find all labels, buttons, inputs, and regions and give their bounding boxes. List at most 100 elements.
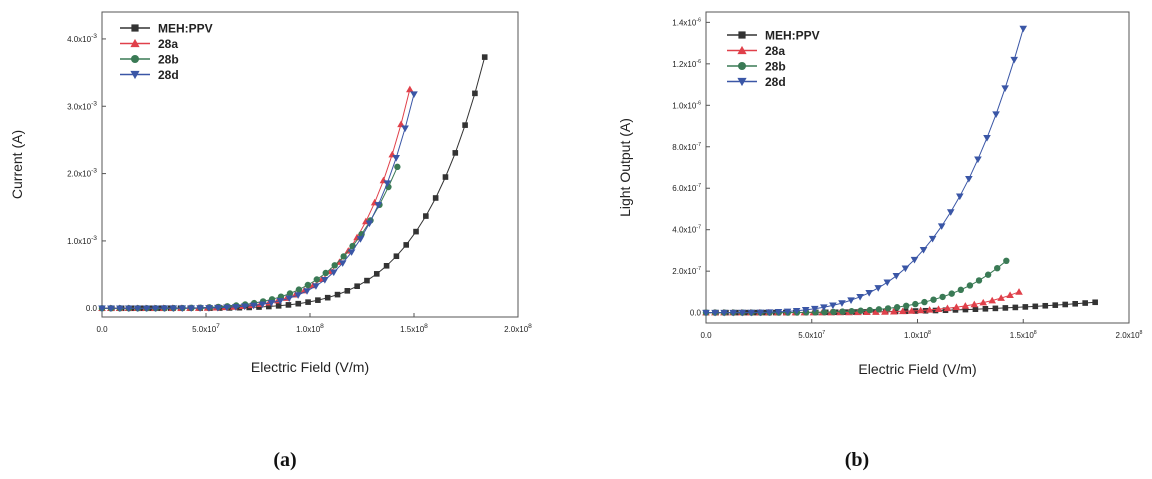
legend-label: 28d: [158, 68, 179, 82]
data-point: [830, 308, 837, 316]
x-tick-label: 1.0x108: [904, 330, 931, 340]
data-point: [442, 174, 449, 180]
data-point: [810, 305, 819, 313]
data-point: [994, 264, 1001, 272]
data-point: [756, 309, 765, 317]
data-point: [423, 213, 429, 219]
x-tick-exponent: 7: [216, 323, 220, 330]
data-point: [881, 308, 889, 315]
data-point: [863, 308, 871, 316]
data-point: [792, 307, 801, 315]
y-tick-label: 8.0x10-7: [672, 142, 701, 152]
data-point: [972, 306, 979, 312]
y-tick-exponent: -7: [696, 183, 701, 189]
data-point: [907, 307, 916, 314]
data-point: [432, 195, 439, 201]
data-point: [952, 303, 961, 310]
data-point: [349, 242, 356, 250]
data-point: [1082, 300, 1088, 306]
y-tick-label: 6.0x10-7: [672, 183, 701, 193]
data-point: [394, 163, 401, 171]
legend-marker: [131, 24, 139, 32]
legend-label: MEH:PPV: [158, 22, 213, 36]
legend-label: 28a: [765, 44, 785, 58]
data-point: [406, 85, 414, 93]
x-tick-label: 2.0x108: [1116, 330, 1143, 340]
y-tick-exponent: -3: [91, 100, 97, 107]
y-tick-exponent: -3: [91, 168, 97, 175]
data-point: [1006, 291, 1014, 299]
series-28a: [98, 85, 414, 312]
data-point: [1092, 299, 1098, 306]
data-point: [344, 288, 351, 294]
y-tick-label: 4.0x10-7: [672, 225, 701, 235]
legend-label: MEH:PPV: [765, 29, 820, 43]
data-point: [903, 302, 910, 310]
chart-panel-b: 0.0 5.0x107 1.0x108 1.5x108 2.0x108 0.0 2.0x10…: [617, 11, 1143, 471]
legend-label: 28d: [765, 75, 786, 89]
data-point: [374, 202, 383, 209]
data-point: [373, 271, 380, 277]
x-tick-exponent: 8: [424, 323, 428, 330]
data-point: [979, 298, 988, 306]
chart-panel-a: 0.0 5.0x107 1.0x108 1.5x108 2.0x108 0.0 1.0x10…: [9, 11, 532, 471]
data-point: [720, 309, 728, 317]
data-point: [812, 309, 819, 316]
data-point: [946, 209, 955, 216]
data-point: [223, 304, 231, 312]
data-point: [962, 306, 969, 313]
data-point: [294, 292, 302, 299]
data-point: [847, 297, 855, 305]
legend-item: 28a: [727, 44, 785, 58]
legend-item: 28b: [120, 53, 179, 67]
data-point: [98, 305, 106, 313]
series-line: [102, 166, 398, 309]
x-tick-label: 0.0: [96, 325, 108, 334]
data-point: [932, 307, 939, 314]
x-tick-exponent: 8: [1140, 330, 1143, 336]
data-point: [829, 302, 837, 310]
data-point: [303, 288, 311, 295]
data-point: [249, 302, 258, 310]
y-tick-label: 0.0: [690, 309, 702, 318]
data-point: [957, 286, 965, 294]
data-point: [934, 305, 943, 312]
legend-item: MEH:PPV: [120, 22, 213, 36]
x-tick-label: 2.0x108: [504, 323, 532, 334]
data-point: [1003, 257, 1010, 264]
legend-marker: [130, 38, 140, 48]
data-point: [169, 305, 178, 313]
data-point: [982, 305, 989, 312]
y-axis-title: Light Output (A): [617, 118, 633, 217]
data-point: [178, 305, 187, 312]
data-point: [1010, 56, 1018, 64]
data-point: [231, 304, 240, 311]
y-tick-exponent: -3: [91, 33, 97, 40]
data-point: [329, 269, 338, 277]
data-point: [747, 309, 756, 317]
data-point: [240, 303, 249, 311]
data-point: [256, 304, 262, 310]
data-point: [160, 305, 169, 313]
data-point: [884, 305, 892, 312]
y-tick-exponent: -6: [696, 100, 701, 106]
y-tick-label: 1.0x10-6: [672, 100, 701, 110]
legend-label: 28b: [158, 53, 179, 67]
data-point: [347, 249, 356, 256]
data-point: [892, 273, 901, 280]
data-point: [236, 304, 243, 311]
data-point: [1042, 302, 1049, 309]
x-tick-label: 1.5x108: [400, 323, 428, 334]
series-line: [102, 93, 415, 309]
x-tick-label: 1.0x108: [296, 323, 324, 334]
legend-marker: [737, 77, 747, 87]
data-point: [992, 305, 999, 312]
legend-marker: [738, 31, 746, 39]
data-point: [921, 298, 928, 306]
x-tick-label: 1.5x108: [1010, 330, 1037, 340]
data-point: [965, 175, 973, 183]
data-point: [334, 291, 341, 298]
data-point: [340, 253, 347, 260]
